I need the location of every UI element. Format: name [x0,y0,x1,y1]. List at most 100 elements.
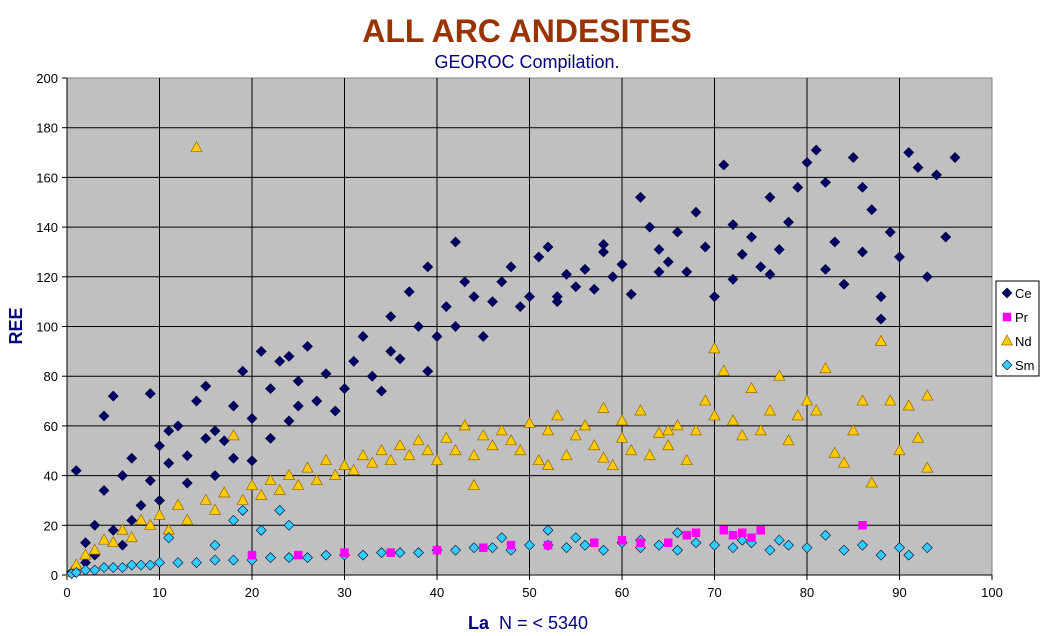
chart-title: ALL ARC ANDESITES [362,13,692,49]
point-ce [89,519,101,531]
point-ce [320,368,332,380]
point-nd [218,486,231,498]
point-sm [487,542,498,554]
point-ce [672,226,683,238]
point-sm [903,549,915,561]
point-nd [495,424,508,436]
point-sm [524,539,535,551]
point-nd [171,498,185,510]
point-ce [265,432,276,444]
point-ce [533,251,545,263]
point-ce [496,276,508,288]
point-ce [98,410,110,422]
point-nd [227,429,240,441]
point-nd [662,439,675,451]
point-sm [570,532,582,544]
point-ce [653,266,665,278]
x-tick-label: 20 [245,585,259,600]
x-tick-label: 30 [337,585,351,600]
point-sm [450,544,461,556]
x-tick-label: 100 [981,585,1003,600]
point-nd [782,434,795,446]
point-ce [181,450,193,462]
point-ce [117,470,128,482]
point-ce [348,355,360,367]
point-ce [385,345,397,357]
point-nd [643,448,656,461]
point-ce [209,470,221,482]
point-ce [468,291,480,303]
point-pr [747,533,756,542]
point-ce [857,246,868,258]
point-ce [80,537,91,549]
point-ce [570,281,582,293]
point-nd [745,381,758,393]
point-ce [126,514,138,526]
point-nd [329,468,342,480]
point-nd [301,461,314,473]
point-nd [680,453,693,466]
point-ce [477,331,489,342]
point-nd [551,409,564,421]
point-sm [126,559,138,571]
point-ce [450,321,461,332]
x-tick-label: 10 [152,585,166,600]
point-nd [356,448,370,461]
point-ce [403,286,415,298]
x-tick-label: 0 [63,585,70,600]
point-ce [857,181,868,193]
point-sm [98,562,110,573]
x-tick-label: 60 [615,585,629,600]
point-nd [319,453,333,466]
point-ce [709,291,720,303]
legend-label-sm: Sm [1015,358,1035,373]
point-nd [282,468,296,480]
point-ce [764,191,776,203]
point-ce [376,385,387,397]
point-nd [578,419,592,431]
data-points [65,140,961,580]
point-ce [755,261,767,273]
point-nd [763,404,777,416]
y-tick-label: 40 [44,469,58,484]
point-nd [773,369,786,381]
legend-label-pr: Pr [1015,310,1029,325]
point-sm [764,544,776,556]
point-ce [200,380,212,392]
point-nd [791,409,804,421]
point-ce [70,465,82,477]
point-sm [496,532,508,544]
point-sm [838,544,850,556]
point-pr [479,543,488,552]
point-nd [88,543,101,555]
y-tick-label: 180 [36,121,58,136]
point-ce [394,353,406,365]
point-ce [644,221,656,233]
point-ce [265,383,276,395]
point-ce [866,204,878,216]
point-sm [172,557,184,568]
point-sm [283,519,295,531]
point-nd [708,342,721,354]
point-nd [800,394,814,406]
point-pr [543,540,553,550]
point-nd [652,426,666,438]
point-nd [144,518,157,530]
point-nd [393,439,407,451]
point-ce [690,206,702,218]
x-axis-label-main: La [468,613,490,633]
point-nd [810,404,823,416]
point-nd [458,419,471,431]
point-nd [338,458,351,471]
point-sm [394,547,406,559]
point-nd [107,535,120,548]
point-ce [450,236,461,248]
point-nd [717,364,730,376]
point-nd [421,444,434,456]
point-ce [413,321,424,332]
point-sm [117,562,128,573]
point-sm [875,549,887,561]
legend: Ce Pr Nd Sm [995,280,1040,377]
point-sm [265,552,276,564]
point-nd [884,394,897,406]
